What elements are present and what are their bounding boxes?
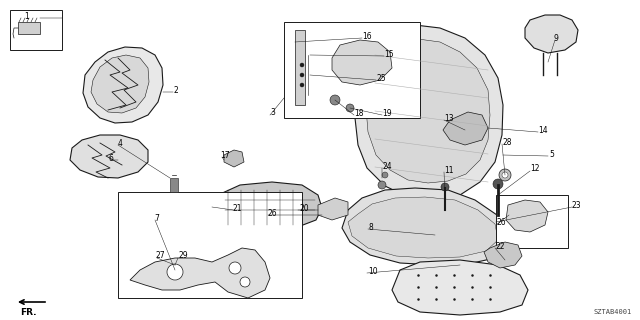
Bar [170, 178, 178, 192]
Text: 15: 15 [384, 50, 394, 59]
Polygon shape [443, 112, 488, 145]
Circle shape [378, 181, 386, 189]
Polygon shape [348, 197, 498, 258]
Text: 26: 26 [496, 218, 506, 227]
Polygon shape [506, 200, 548, 232]
Text: 4: 4 [118, 139, 123, 148]
Circle shape [330, 95, 340, 105]
Bar [118, 192, 302, 298]
Polygon shape [91, 55, 149, 113]
Bar [284, 22, 420, 118]
Bar [10, 10, 62, 50]
Polygon shape [83, 47, 163, 123]
Text: 12: 12 [530, 164, 540, 172]
Circle shape [441, 183, 449, 191]
Text: 26: 26 [267, 209, 276, 218]
Text: 14: 14 [538, 125, 548, 134]
Bar [295, 30, 305, 105]
Circle shape [382, 172, 388, 178]
Polygon shape [212, 182, 322, 232]
Polygon shape [130, 248, 270, 298]
Circle shape [493, 179, 503, 189]
Circle shape [300, 63, 304, 67]
Text: 9: 9 [554, 34, 559, 43]
Text: 18: 18 [354, 108, 364, 117]
Text: 16: 16 [362, 31, 372, 41]
Circle shape [502, 172, 508, 178]
Polygon shape [525, 15, 578, 53]
Text: 21: 21 [232, 204, 241, 212]
Polygon shape [366, 39, 490, 183]
Circle shape [167, 264, 183, 280]
Bar [496, 195, 568, 248]
Text: 23: 23 [572, 201, 582, 210]
Polygon shape [224, 150, 244, 167]
Polygon shape [392, 260, 528, 315]
Text: 1: 1 [24, 12, 29, 20]
Circle shape [240, 277, 250, 287]
Text: 3: 3 [270, 108, 275, 116]
Text: 6: 6 [108, 154, 113, 163]
Text: 7: 7 [154, 213, 159, 222]
Text: SZTAB4001: SZTAB4001 [594, 309, 632, 315]
Circle shape [300, 73, 304, 77]
Polygon shape [318, 198, 348, 220]
Text: 19: 19 [382, 108, 392, 117]
Text: 8: 8 [368, 222, 372, 231]
Text: FR.: FR. [20, 308, 36, 317]
Circle shape [499, 169, 511, 181]
Text: 27: 27 [155, 252, 164, 260]
Polygon shape [355, 25, 503, 200]
Polygon shape [484, 242, 522, 268]
Text: 2: 2 [173, 85, 178, 94]
Text: 11: 11 [444, 165, 454, 174]
Text: 20: 20 [299, 204, 308, 212]
Text: 28: 28 [502, 138, 511, 147]
Text: 22: 22 [495, 242, 504, 251]
Text: 5: 5 [549, 149, 554, 158]
Text: 24: 24 [382, 162, 392, 171]
Polygon shape [70, 135, 148, 178]
Polygon shape [332, 40, 392, 85]
Text: 17: 17 [220, 150, 230, 159]
Circle shape [346, 104, 354, 112]
Polygon shape [342, 188, 508, 265]
Circle shape [229, 262, 241, 274]
Text: 10: 10 [368, 267, 378, 276]
Circle shape [300, 83, 304, 87]
Text: 29: 29 [178, 252, 188, 260]
Bar [18, 22, 40, 34]
Text: 25: 25 [376, 74, 386, 83]
Text: 13: 13 [444, 114, 454, 123]
